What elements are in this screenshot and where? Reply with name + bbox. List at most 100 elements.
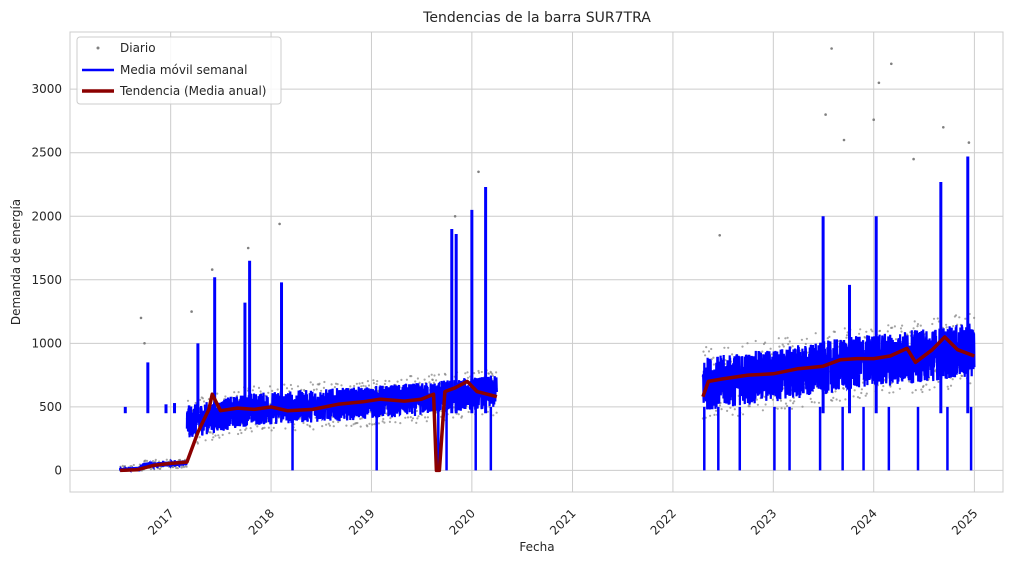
- daily-point: [312, 428, 315, 431]
- daily-point: [837, 340, 840, 343]
- y-tick-label: 0: [54, 463, 62, 477]
- daily-point: [433, 374, 436, 377]
- daily-point: [801, 405, 804, 408]
- daily-point: [396, 380, 399, 383]
- daily-point: [383, 382, 386, 386]
- daily-point: [964, 317, 967, 320]
- daily-point: [209, 431, 212, 434]
- x-tick-label: 2025: [949, 506, 980, 537]
- daily-point: [154, 460, 157, 463]
- daily-point: [845, 336, 848, 339]
- daily-point: [710, 347, 713, 351]
- daily-point: [259, 390, 262, 393]
- daily-point: [788, 340, 791, 343]
- daily-point: [969, 382, 972, 385]
- daily-point: [778, 345, 781, 348]
- daily-point: [373, 423, 376, 426]
- daily-point: [237, 391, 240, 394]
- daily-point: [309, 381, 312, 384]
- daily-point: [404, 416, 407, 419]
- daily-point: [181, 465, 184, 468]
- daily-point: [400, 378, 403, 381]
- daily-outlier: [942, 126, 945, 129]
- daily-point: [457, 413, 460, 416]
- daily-point: [372, 382, 375, 385]
- daily-point: [707, 350, 711, 353]
- daily-point: [480, 370, 483, 374]
- daily-point: [414, 380, 417, 383]
- daily-point: [958, 316, 961, 319]
- daily-point: [325, 423, 328, 426]
- daily-outlier: [477, 170, 480, 174]
- daily-point: [842, 387, 845, 390]
- daily-point: [491, 372, 494, 375]
- daily-point: [789, 399, 792, 402]
- daily-point: [951, 378, 954, 381]
- daily-point: [770, 353, 773, 356]
- daily-point: [368, 422, 371, 425]
- daily-point: [186, 399, 190, 402]
- daily-point: [364, 385, 367, 388]
- daily-point: [833, 330, 837, 333]
- daily-point: [899, 327, 903, 330]
- x-tick-label: 2021: [547, 506, 578, 537]
- daily-point: [712, 356, 715, 359]
- daily-point: [165, 458, 168, 461]
- daily-point: [337, 420, 340, 424]
- daily-outlier: [890, 62, 893, 66]
- daily-point: [947, 387, 950, 391]
- y-tick-label: 2500: [31, 146, 62, 160]
- daily-point: [257, 386, 261, 389]
- daily-point: [937, 380, 940, 383]
- daily-point: [360, 385, 363, 388]
- daily-point: [911, 391, 914, 394]
- daily-point: [776, 407, 779, 410]
- daily-point: [835, 398, 838, 401]
- daily-point: [727, 346, 730, 349]
- daily-point: [276, 388, 279, 391]
- daily-point: [920, 388, 923, 391]
- daily-point: [349, 385, 352, 388]
- daily-point: [428, 381, 431, 384]
- daily-point: [844, 398, 847, 401]
- daily-point: [858, 332, 861, 335]
- daily-point: [175, 466, 178, 470]
- daily-point: [289, 383, 292, 387]
- daily-point: [464, 372, 467, 375]
- daily-outlier: [967, 141, 971, 144]
- daily-point: [790, 407, 794, 410]
- daily-point: [130, 465, 133, 468]
- daily-point: [409, 416, 412, 419]
- daily-point: [945, 326, 948, 329]
- daily-point: [761, 409, 765, 412]
- daily-point: [216, 392, 219, 395]
- daily-point: [211, 438, 214, 441]
- daily-point: [763, 395, 766, 398]
- daily-point: [731, 353, 734, 356]
- daily-point: [333, 386, 336, 389]
- daily-point: [285, 387, 289, 390]
- daily-point: [946, 385, 949, 388]
- daily-point: [764, 341, 767, 344]
- daily-point: [267, 391, 270, 394]
- moving-average-layer: [119, 156, 976, 473]
- daily-point: [864, 336, 867, 339]
- legend-label-diario: Diario: [120, 41, 156, 55]
- daily-point: [312, 388, 316, 391]
- daily-point: [382, 417, 385, 421]
- daily-point: [477, 371, 481, 374]
- daily-point: [769, 347, 772, 350]
- daily-point: [713, 413, 716, 416]
- daily-point: [311, 383, 314, 386]
- daily-point: [720, 408, 723, 411]
- daily-point: [145, 459, 149, 462]
- daily-point: [826, 337, 829, 340]
- daily-point: [327, 422, 330, 425]
- daily-point: [460, 415, 464, 418]
- daily-point: [384, 379, 387, 382]
- daily-point: [973, 316, 976, 319]
- daily-point: [427, 375, 431, 378]
- daily-point: [889, 385, 892, 388]
- daily-point: [239, 429, 242, 432]
